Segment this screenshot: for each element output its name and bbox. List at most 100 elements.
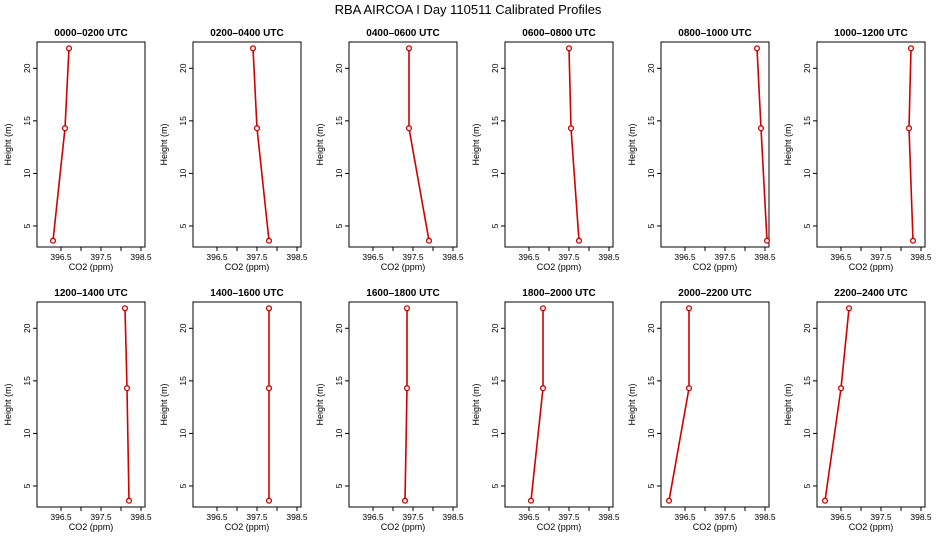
y-tick-label: 20 xyxy=(490,63,500,73)
y-tick-label: 5 xyxy=(802,223,812,228)
x-axis-label: CO2 (ppm) xyxy=(693,522,738,532)
panel-1: 0000–0200 UTC 396.5 397.5 398.5 5 10 15 20 CO2 (… xyxy=(3,28,152,272)
x-axis-label: CO2 (ppm) xyxy=(693,262,738,272)
y-tick-label: 10 xyxy=(334,168,344,178)
y-tick-label: 10 xyxy=(490,428,500,438)
data-point xyxy=(125,497,133,504)
plot-frame xyxy=(36,41,146,248)
x-tick-label: 396.5 xyxy=(830,512,852,522)
y-tick-label: 10 xyxy=(178,428,188,438)
plot-frame xyxy=(36,301,146,508)
x-tick-label: 396.5 xyxy=(362,512,384,522)
x-tick-label: 397.5 xyxy=(558,512,580,522)
y-tick-label: 5 xyxy=(334,223,344,228)
x-tick-label: 398.5 xyxy=(598,252,620,262)
y-axis-label: Height (m) xyxy=(783,123,793,165)
x-tick-label: 396.5 xyxy=(830,252,852,262)
y-tick-label: 15 xyxy=(22,376,32,386)
plot-frame xyxy=(660,41,770,248)
y-axis-label: Height (m) xyxy=(3,383,13,425)
y-axis-label: Height (m) xyxy=(159,123,169,165)
y-tick-label: 15 xyxy=(490,116,500,126)
data-point xyxy=(685,305,693,312)
data-point xyxy=(905,125,913,132)
x-tick-label: 398.5 xyxy=(598,512,620,522)
y-tick-label: 15 xyxy=(22,116,32,126)
profile-line xyxy=(52,48,70,241)
y-tick-label: 15 xyxy=(178,116,188,126)
y-tick-label: 5 xyxy=(646,483,656,488)
panel-title: 2200–2400 UTC xyxy=(834,288,907,299)
y-tick-label: 20 xyxy=(178,63,188,73)
panel-4: 0600–0800 UTC 396.5 397.5 398.5 5 10 15 20 CO2 (… xyxy=(471,28,620,272)
data-point xyxy=(403,305,411,312)
y-tick-label: 10 xyxy=(802,428,812,438)
panel-title: 1600–1800 UTC xyxy=(366,288,439,299)
x-tick-label: 398.5 xyxy=(910,512,932,522)
data-point xyxy=(539,385,547,392)
profile-line xyxy=(404,308,408,501)
y-tick-label: 5 xyxy=(22,483,32,488)
plot-frame xyxy=(504,41,614,248)
panel-11: 2000–2200 UTC 396.5 397.5 398.5 5 10 15 20 CO2 (… xyxy=(627,288,776,532)
y-tick-label: 20 xyxy=(646,63,656,73)
data-point xyxy=(265,237,273,244)
data-point xyxy=(753,45,761,52)
data-point xyxy=(665,497,673,504)
plot-frame xyxy=(348,41,458,248)
panel-6: 1000–1200 UTC 396.5 397.5 398.5 5 10 15 20 CO2 (… xyxy=(783,28,932,272)
x-tick-label: 397.5 xyxy=(402,252,424,262)
y-tick-label: 15 xyxy=(178,376,188,386)
x-tick-label: 398.5 xyxy=(754,512,776,522)
y-tick-label: 10 xyxy=(802,168,812,178)
y-axis-label: Height (m) xyxy=(3,123,13,165)
y-tick-label: 10 xyxy=(334,428,344,438)
y-axis-label: Height (m) xyxy=(315,123,325,165)
data-point xyxy=(565,45,573,52)
x-tick-label: 397.5 xyxy=(714,252,736,262)
y-tick-label: 20 xyxy=(22,323,32,333)
plot-frame xyxy=(192,301,302,508)
y-axis-label: Height (m) xyxy=(471,383,481,425)
y-tick-label: 5 xyxy=(178,223,188,228)
y-tick-label: 20 xyxy=(334,323,344,333)
y-tick-label: 20 xyxy=(178,323,188,333)
data-point xyxy=(65,45,73,52)
panel-title: 0600–0800 UTC xyxy=(522,28,595,39)
profile-line xyxy=(252,48,270,241)
plot-frame xyxy=(816,301,926,508)
panel-9: 1600–1800 UTC 396.5 397.5 398.5 5 10 15 20 CO2 (… xyxy=(315,288,464,532)
plot-frame xyxy=(816,41,926,248)
data-point xyxy=(123,385,131,392)
data-point xyxy=(527,497,535,504)
data-point xyxy=(821,497,829,504)
y-tick-label: 20 xyxy=(490,323,500,333)
data-point xyxy=(265,385,273,392)
y-tick-label: 20 xyxy=(802,323,812,333)
y-tick-label: 5 xyxy=(802,483,812,488)
y-tick-label: 15 xyxy=(646,116,656,126)
data-point xyxy=(539,305,547,312)
panel-title: 1800–2000 UTC xyxy=(522,288,595,299)
data-point xyxy=(907,45,915,52)
y-tick-label: 20 xyxy=(334,63,344,73)
panel-title: 1400–1600 UTC xyxy=(210,288,283,299)
y-tick-label: 5 xyxy=(178,483,188,488)
x-tick-label: 396.5 xyxy=(674,252,696,262)
panel-title: 1200–1400 UTC xyxy=(54,288,127,299)
y-tick-label: 5 xyxy=(490,223,500,228)
panel-7: 1200–1400 UTC 396.5 397.5 398.5 5 10 15 20 CO2 (… xyxy=(3,288,152,532)
x-tick-label: 398.5 xyxy=(910,252,932,262)
panel-title: 0000–0200 UTC xyxy=(54,28,127,39)
data-point xyxy=(401,497,409,504)
data-point xyxy=(121,305,129,312)
y-tick-label: 5 xyxy=(646,223,656,228)
y-tick-label: 10 xyxy=(490,168,500,178)
data-point xyxy=(757,125,765,132)
data-point xyxy=(265,497,273,504)
y-tick-label: 10 xyxy=(178,168,188,178)
y-tick-label: 10 xyxy=(646,168,656,178)
panel-title: 0400–0600 UTC xyxy=(366,28,439,39)
y-axis-label: Height (m) xyxy=(315,383,325,425)
